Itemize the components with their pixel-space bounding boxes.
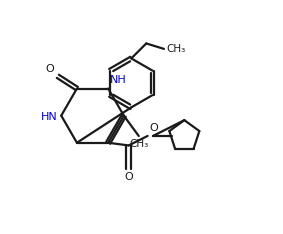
Text: CH₃: CH₃ bbox=[129, 139, 148, 149]
Text: O: O bbox=[46, 64, 55, 74]
Text: NH: NH bbox=[110, 75, 127, 85]
Text: O: O bbox=[149, 123, 158, 133]
Text: O: O bbox=[124, 172, 133, 182]
Text: HN: HN bbox=[41, 112, 58, 122]
Text: CH₃: CH₃ bbox=[166, 44, 185, 54]
